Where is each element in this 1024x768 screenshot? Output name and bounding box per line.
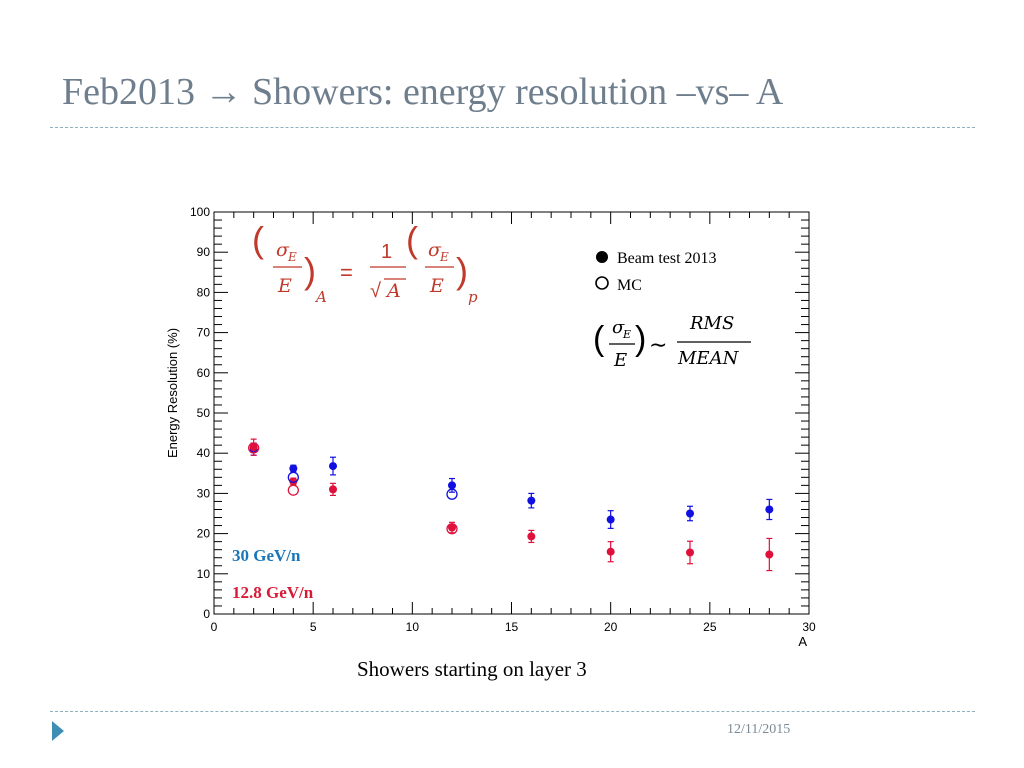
y-tick-label: 0 — [203, 607, 210, 621]
x-tick-label: 10 — [406, 620, 420, 634]
slide-bullet-icon — [52, 721, 64, 741]
def-tilde: ∼ — [649, 332, 667, 357]
x-tick-label: 5 — [310, 620, 317, 634]
data-point — [527, 496, 536, 505]
formula-one: 1 — [381, 241, 392, 263]
scaling-formula: ( σ E E ) A = 1 √ A ( σ E E ) p — [252, 219, 478, 306]
data-point — [289, 464, 298, 473]
data-point — [606, 515, 615, 524]
def-e: E — [613, 350, 627, 371]
x-tick-label: 30 — [802, 620, 816, 634]
y-tick-label: 20 — [197, 527, 211, 541]
x-tick-label: 0 — [211, 620, 218, 634]
data-point — [686, 548, 694, 557]
data-point — [329, 485, 337, 494]
y-axis-label: Energy Resolution (%) — [165, 328, 180, 458]
y-tick-label: 90 — [197, 245, 211, 259]
chart-background — [150, 200, 840, 655]
legend-marker-beam-test — [596, 251, 608, 263]
y-tick-label: 70 — [197, 326, 211, 340]
formula-equals: = — [340, 260, 353, 285]
def-paren-close: ) — [635, 320, 646, 358]
data-point — [527, 532, 536, 541]
axis-labels: Energy Resolution (%) A 0102030405060708… — [165, 205, 816, 649]
mc-point — [446, 488, 458, 500]
formula-e: E — [277, 275, 292, 297]
def-sigma: σ — [612, 317, 625, 338]
formula-sigma-sub: E — [287, 250, 297, 264]
formula-sigma-sub-2: E — [439, 250, 449, 264]
title-divider — [50, 127, 975, 128]
formula-a: A — [385, 280, 401, 302]
x-axis-label: A — [798, 634, 807, 649]
legend-label-beam-test: Beam test 2013 — [617, 250, 717, 267]
y-tick-label: 40 — [197, 446, 211, 460]
def-rms: RMS — [689, 313, 734, 334]
y-tick-label: 60 — [197, 366, 211, 380]
legend: Beam test 2013 MC — [595, 250, 717, 294]
formula-paren-open: ( — [252, 219, 264, 260]
formula-paren-open-2: ( — [406, 219, 418, 260]
energy-resolution-chart: Energy Resolution (%) A 0102030405060708… — [150, 200, 840, 655]
y-tick-label: 50 — [197, 406, 211, 420]
data-points — [248, 438, 774, 572]
def-paren-open: ( — [593, 320, 605, 358]
formula-sigma: σ — [276, 239, 290, 261]
data-point — [448, 481, 456, 490]
data-point — [765, 550, 774, 559]
y-tick-label: 80 — [197, 285, 211, 299]
x-tick-label: 25 — [703, 620, 717, 634]
formula-paren-close-2: ) — [456, 250, 468, 291]
mc-point — [287, 471, 299, 483]
formula-sub-a: A — [314, 288, 327, 306]
x-tick-label: 15 — [505, 620, 519, 634]
x-tick-label: 20 — [604, 620, 618, 634]
legend-label-mc: MC — [617, 277, 642, 294]
def-mean: MEAN — [677, 348, 740, 369]
data-point — [606, 547, 615, 556]
formula-sqrt: √ — [370, 280, 381, 302]
y-tick-label: 10 — [197, 567, 211, 581]
y-tick-label: 100 — [190, 205, 210, 219]
energy-label-12-8: 12.8 GeV/n — [232, 583, 314, 602]
slide-title: Feb2013 → Showers: energy resolution –vs… — [62, 71, 784, 113]
data-point — [765, 505, 774, 514]
data-point — [686, 509, 694, 518]
def-sigma-sub: E — [622, 328, 631, 341]
energy-labels: 30 GeV/n 12.8 GeV/n — [232, 546, 314, 602]
formula-sub-p: p — [468, 288, 478, 306]
data-point — [329, 462, 337, 471]
footer-divider — [50, 711, 975, 712]
formula-sigma-2: σ — [428, 239, 442, 261]
data-point — [448, 523, 456, 532]
mc-point — [446, 523, 458, 535]
chart-caption: Showers starting on layer 3 — [357, 657, 587, 681]
legend-marker-mc — [595, 276, 609, 290]
plot-frame — [213, 211, 810, 615]
definition-formula: ( σ E E ) ∼ RMS MEAN — [593, 313, 751, 371]
data-point — [289, 477, 298, 486]
slide-date: 12/11/2015 — [727, 722, 791, 737]
mc-point — [248, 442, 260, 454]
mc-point — [287, 484, 299, 496]
energy-label-30: 30 GeV/n — [232, 546, 301, 565]
formula-e-2: E — [429, 275, 444, 297]
data-point — [249, 443, 258, 452]
formula-paren-close: ) — [304, 250, 316, 291]
y-tick-label: 30 — [197, 486, 211, 500]
